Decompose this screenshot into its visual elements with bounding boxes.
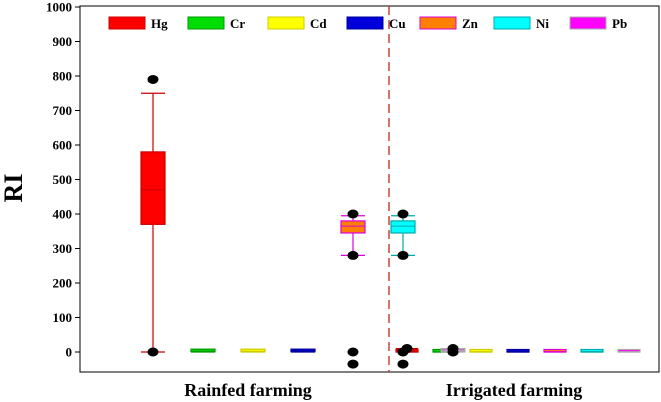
- y-tick-label: 900: [53, 34, 73, 49]
- box-zn-rainfed: [340, 209, 366, 369]
- y-tick-label: 700: [53, 103, 73, 118]
- legend-label: Pb: [612, 16, 627, 31]
- legend-swatch: [346, 16, 384, 30]
- outlier-point: [347, 209, 359, 219]
- box-iqr: [140, 151, 166, 225]
- box-iqr: [340, 220, 366, 234]
- outlier-point: [397, 209, 409, 219]
- y-axis: 0 100 200 300 400 500 600 700 800 900 1000: [46, 0, 80, 360]
- box-zn-irrigated: [543, 348, 567, 353]
- outlier-point: [397, 250, 409, 260]
- outlier-point: [347, 347, 359, 357]
- box-cu-rainfed: [290, 348, 316, 353]
- legend-item-cr: Cr: [187, 16, 245, 31]
- legend-swatch: [493, 16, 531, 30]
- box-hg-rainfed: [140, 74, 166, 357]
- legend-label: Ni: [536, 16, 549, 31]
- group-label-irrigated: Irrigated farming: [446, 380, 582, 400]
- y-tick-label: 400: [53, 207, 73, 222]
- legend-swatch: [569, 16, 607, 30]
- legend-label: Hg: [151, 16, 168, 31]
- box-pb-rainfed: [440, 344, 466, 357]
- outlier-point: [447, 347, 459, 357]
- box-ni-irrigated: [580, 348, 604, 353]
- box-cd-irrigated: [469, 348, 493, 353]
- group-label-rainfed: Rainfed farming: [184, 380, 312, 400]
- legend-item-pb: Pb: [569, 16, 627, 31]
- outlier-point: [397, 347, 409, 357]
- box-cd-rainfed: [240, 348, 266, 353]
- outlier-point: [347, 250, 359, 260]
- y-tick-label: 800: [53, 69, 73, 84]
- legend-swatch: [108, 16, 146, 30]
- legend-item-cd: Cd: [267, 16, 327, 31]
- legend-item-cu: Cu: [346, 16, 406, 31]
- y-tick-label: 600: [53, 138, 73, 153]
- legend-swatch: [267, 16, 305, 30]
- boxes-layer: [140, 74, 641, 369]
- legend-item-zn: Zn: [419, 16, 479, 31]
- legend-item-hg: Hg: [108, 16, 168, 31]
- y-axis-title: RI: [0, 174, 28, 203]
- legend: Hg Cr Cd Cu Zn Ni Pb: [108, 16, 627, 31]
- outlier-point: [147, 74, 159, 84]
- y-tick-label: 0: [66, 345, 73, 360]
- box-cr-rainfed: [190, 348, 216, 353]
- legend-swatch: [419, 16, 457, 30]
- outlier-point: [147, 347, 159, 357]
- legend-swatch: [187, 16, 225, 30]
- y-tick-label: 200: [53, 276, 73, 291]
- plot-area: [79, 5, 660, 373]
- y-tick-label: 300: [53, 241, 73, 256]
- box-iqr: [390, 220, 416, 234]
- legend-label: Cd: [310, 16, 327, 31]
- box-pb-irrigated: [617, 348, 641, 353]
- box-ni-rainfed: [390, 209, 416, 369]
- y-tick-label: 100: [53, 310, 73, 325]
- legend-item-ni: Ni: [493, 16, 549, 31]
- legend-label: Zn: [462, 16, 479, 31]
- box-cu-irrigated: [506, 348, 530, 353]
- legend-label: Cr: [230, 16, 245, 31]
- legend-label: Cu: [389, 16, 406, 31]
- outlier-point: [347, 359, 359, 369]
- y-tick-label: 1000: [46, 0, 72, 15]
- y-tick-label: 500: [53, 172, 73, 187]
- outlier-point: [397, 359, 409, 369]
